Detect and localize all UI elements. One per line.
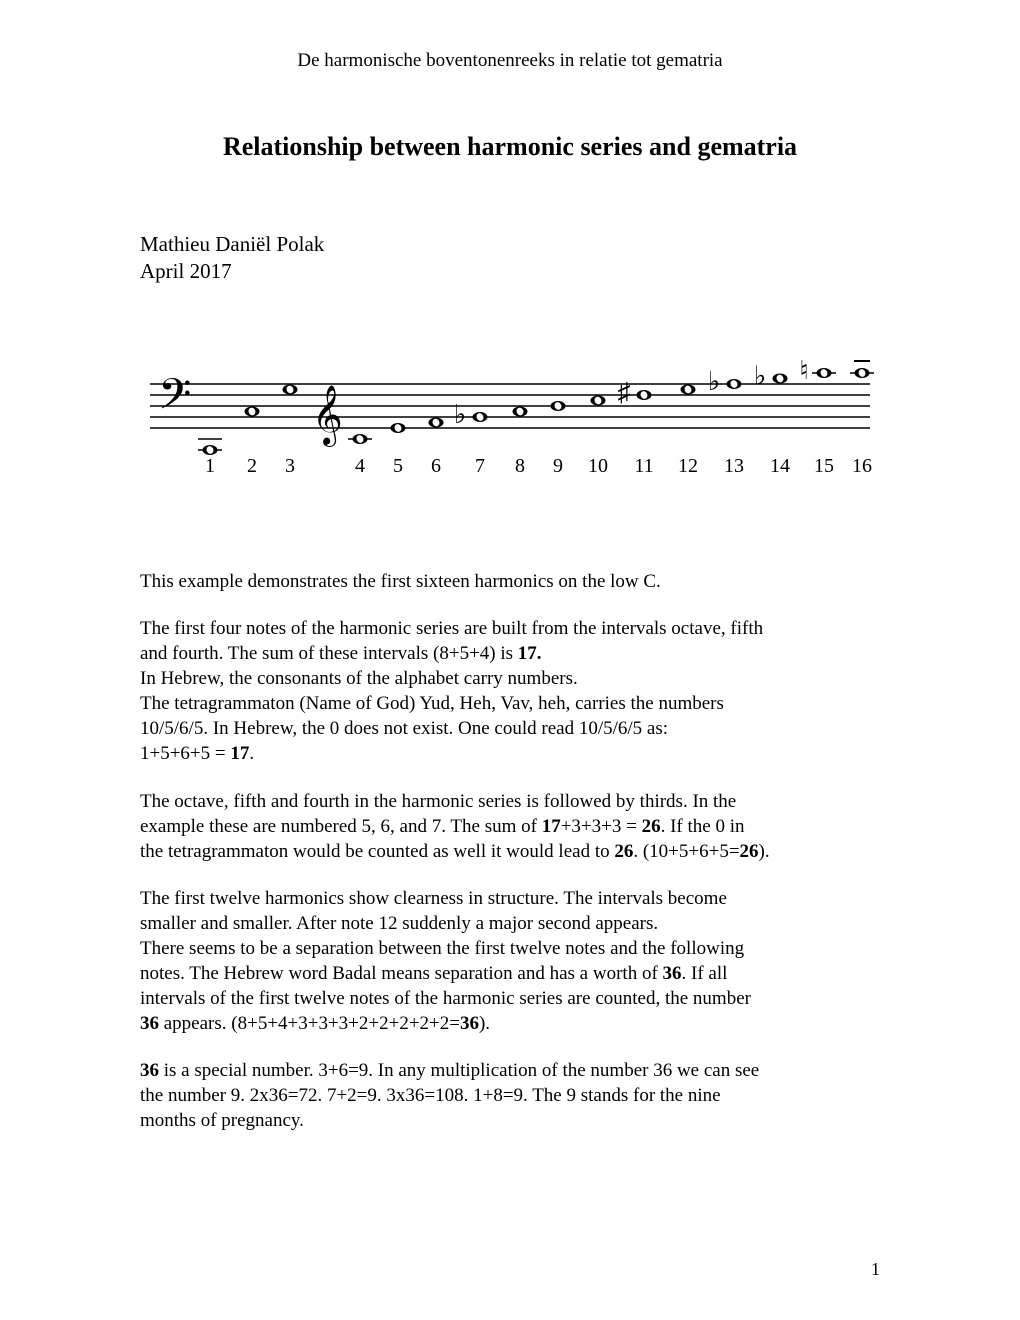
author: Mathieu Daniël Polak [140, 232, 880, 257]
bold-36: 36 [140, 1060, 159, 1081]
date: April 2017 [140, 259, 880, 284]
bold-17: 17 [542, 816, 561, 837]
text: smaller and smaller. After note 12 sudde… [140, 913, 658, 934]
svg-text:6: 6 [431, 455, 441, 477]
bold-26: 26 [740, 841, 759, 862]
svg-text:11: 11 [634, 455, 653, 477]
bold-26: 26 [614, 841, 633, 862]
page-title: Relationship between harmonic series and… [140, 132, 880, 162]
text: the tetragrammaton would be counted as w… [140, 841, 614, 862]
text: 10/5/6/5. In Hebrew, the 0 does not exis… [140, 718, 668, 739]
text: The tetragrammaton (Name of God) Yud, He… [140, 693, 724, 714]
bold-26: 26 [642, 816, 661, 837]
text: . (10+5+6+5= [633, 841, 739, 862]
text: +3+3+3 = [561, 816, 642, 837]
svg-text:14: 14 [770, 455, 790, 477]
text: There seems to be a separation between t… [140, 938, 744, 959]
text: ). [479, 1013, 490, 1034]
svg-text:♭: ♭ [754, 362, 766, 391]
text: notes. The Hebrew word Badal means separ… [140, 963, 663, 984]
text: 1+5+6+5 = [140, 743, 230, 764]
svg-text:2: 2 [247, 455, 257, 477]
svg-text:♮: ♮ [799, 356, 808, 385]
paragraph-17: The first four notes of the harmonic ser… [140, 616, 880, 766]
bold-36: 36 [460, 1013, 479, 1034]
running-header: De harmonische boventonenreeks in relati… [140, 50, 880, 72]
svg-text:7: 7 [475, 455, 485, 477]
caption-paragraph: This example demonstrates the first sixt… [140, 569, 880, 594]
text: . If all [682, 963, 728, 984]
text: intervals of the first twelve notes of t… [140, 988, 751, 1009]
paragraph-36: The first twelve harmonics show clearnes… [140, 886, 880, 1036]
svg-text:𝄢: 𝄢 [158, 372, 191, 429]
svg-text:3: 3 [285, 455, 295, 477]
music-notation-svg: 𝄢𝄞123456♭78910♯1112♭13♭14♮1516 [140, 344, 880, 504]
svg-text:𝄞: 𝄞 [312, 385, 343, 447]
bold-17: 17 [230, 743, 249, 764]
svg-text:13: 13 [724, 455, 744, 477]
bold-17: 17. [518, 643, 542, 664]
page-number: 1 [871, 1259, 880, 1280]
svg-text:15: 15 [814, 455, 834, 477]
text: is a special number. 3+6=9. In any multi… [159, 1060, 759, 1081]
paragraph-36-special: 36 is a special number. 3+6=9. In any mu… [140, 1058, 880, 1133]
bold-36: 36 [663, 963, 682, 984]
text: example these are numbered 5, 6, and 7. … [140, 816, 542, 837]
harmonic-series-figure: 𝄢𝄞123456♭78910♯1112♭13♭14♮1516 [140, 344, 880, 509]
text: The octave, fifth and fourth in the harm… [140, 791, 736, 812]
text: . [249, 743, 254, 764]
svg-text:9: 9 [553, 455, 563, 477]
text: The first four notes of the harmonic ser… [140, 618, 763, 639]
text: the number 9. 2x36=72. 7+2=9. 3x36=108. … [140, 1085, 721, 1106]
body-text: This example demonstrates the first sixt… [140, 569, 880, 1133]
text: and fourth. The sum of these intervals (… [140, 643, 518, 664]
svg-text:♯: ♯ [618, 378, 631, 407]
text: ). [759, 841, 770, 862]
text: months of pregnancy. [140, 1110, 304, 1131]
text: appears. (8+5+4+3+3+3+2+2+2+2+2= [159, 1013, 460, 1034]
text: . If the 0 in [661, 816, 745, 837]
svg-text:12: 12 [678, 455, 698, 477]
paragraph-26: The octave, fifth and fourth in the harm… [140, 789, 880, 864]
svg-text:4: 4 [355, 455, 365, 477]
svg-text:5: 5 [393, 455, 403, 477]
svg-text:1: 1 [205, 455, 215, 477]
text: The first twelve harmonics show clearnes… [140, 888, 727, 909]
svg-text:♭: ♭ [454, 400, 466, 429]
svg-text:8: 8 [515, 455, 525, 477]
svg-text:♭: ♭ [708, 367, 720, 396]
page: De harmonische boventonenreeks in relati… [0, 0, 1020, 1320]
bold-36: 36 [140, 1013, 159, 1034]
text: In Hebrew, the consonants of the alphabe… [140, 668, 578, 689]
svg-text:10: 10 [588, 455, 608, 477]
svg-text:16: 16 [852, 455, 872, 477]
